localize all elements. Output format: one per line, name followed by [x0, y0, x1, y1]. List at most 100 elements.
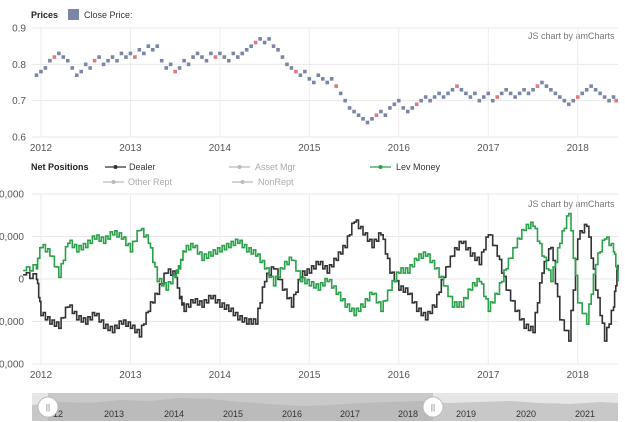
- asset-mgr-legend-dot: [237, 165, 242, 169]
- price-point: [473, 91, 477, 96]
- price-point: [329, 77, 334, 81]
- price-point: [39, 69, 43, 74]
- price-point: [97, 55, 101, 59]
- scrollbar-year-label: 2020: [516, 409, 536, 419]
- price-point: [79, 69, 84, 74]
- price-point: [334, 84, 338, 88]
- scrollbar-year-label: 12: [53, 409, 63, 419]
- close-price-legend-label[interactable]: Close Price:: [84, 10, 133, 20]
- price-point: [405, 109, 410, 114]
- price-point: [432, 95, 437, 99]
- scrollbar-labels: 12 2013 2014 2015 2016 2017 2018 2019 2020 2021: [53, 409, 595, 419]
- scrollbar-left-handle[interactable]: ||: [37, 396, 59, 418]
- price-point: [150, 48, 155, 52]
- price-point: [423, 95, 428, 99]
- price-point: [146, 44, 151, 48]
- price-point: [607, 98, 611, 103]
- positions-y-tick: 0,000: [0, 360, 24, 371]
- price-point: [142, 51, 146, 56]
- price-point: [531, 87, 535, 92]
- price-point: [303, 69, 307, 74]
- positions-y-axis: 0,000 20,000 0 0,000 0,000: [0, 190, 24, 371]
- nonrept-legend-dot: [240, 180, 245, 184]
- price-point: [92, 58, 97, 63]
- prices-points: [34, 37, 619, 125]
- price-point: [347, 106, 352, 110]
- price-point: [374, 113, 379, 117]
- scrollbar-selection[interactable]: [48, 393, 433, 421]
- lev-money-legend-label: Lev Money: [396, 162, 441, 172]
- price-point: [258, 37, 262, 41]
- price-point: [231, 51, 236, 56]
- other-rept-legend-dot: [111, 180, 116, 184]
- scrollbar[interactable]: 12 2013 2014 2015 2016 2017 2018 2019 2020 2021 |…: [32, 393, 618, 421]
- prices-x-tick: 2017: [477, 143, 500, 154]
- price-point: [486, 91, 491, 96]
- prices-panel: Prices Close Price: JS chart by amCharts…: [12, 9, 619, 154]
- positions-x-tick: 2012: [30, 370, 53, 381]
- price-point: [110, 55, 115, 59]
- price-point: [222, 55, 227, 59]
- price-point: [589, 84, 593, 88]
- positions-x-tick: 2016: [388, 370, 411, 381]
- price-point: [280, 55, 285, 59]
- price-point: [614, 98, 619, 103]
- legend-lev-money[interactable]: Lev Money: [370, 162, 441, 172]
- price-point: [204, 58, 209, 63]
- price-point: [562, 98, 567, 103]
- positions-x-tick: 2014: [209, 370, 232, 381]
- price-point: [540, 80, 544, 85]
- prices-y-tick: 0.7: [12, 96, 26, 107]
- price-point: [598, 91, 602, 96]
- positions-y-tick: 0: [18, 275, 24, 286]
- price-point: [289, 66, 294, 70]
- legend-dealer[interactable]: Dealer: [105, 162, 156, 172]
- price-point: [316, 73, 321, 78]
- price-point: [499, 91, 504, 96]
- legend-nonrept[interactable]: NonRept: [232, 177, 294, 187]
- price-point: [602, 95, 607, 99]
- price-point: [34, 73, 39, 78]
- price-point: [101, 62, 106, 67]
- price-point: [168, 62, 173, 67]
- price-point: [535, 84, 540, 88]
- asset-mgr-legend-label: Asset Mgr: [255, 162, 296, 172]
- price-point: [294, 69, 298, 74]
- price-point: [320, 77, 325, 81]
- positions-x-tick: 2018: [567, 370, 590, 381]
- price-point: [566, 102, 571, 107]
- price-point: [128, 51, 133, 56]
- legend-asset-mgr[interactable]: Asset Mgr: [229, 162, 296, 172]
- price-point: [209, 51, 213, 56]
- price-point: [119, 51, 124, 56]
- prices-x-tick: 2013: [119, 143, 142, 154]
- price-point: [414, 102, 419, 107]
- positions-x-axis: 2012 2013 2014 2015 2016 2017 2018: [30, 370, 589, 381]
- price-point: [464, 91, 468, 96]
- price-point: [173, 69, 177, 74]
- prices-y-tick: 0.8: [12, 60, 26, 71]
- prices-y-tick: 0.9: [12, 24, 26, 35]
- price-point: [611, 95, 616, 99]
- price-point: [571, 98, 576, 103]
- price-point: [244, 48, 249, 52]
- price-point: [186, 62, 191, 67]
- close-price-legend-swatch[interactable]: [68, 9, 79, 20]
- price-point: [526, 91, 531, 96]
- dealer-legend-label: Dealer: [129, 162, 156, 172]
- prices-title: Prices: [31, 10, 58, 20]
- right-handle-grip: ||: [431, 403, 435, 412]
- scrollbar-year-label: 2014: [164, 409, 184, 419]
- price-point: [517, 91, 522, 96]
- scrollbar-year-label: 2019: [456, 409, 476, 419]
- positions-x-tick: 2013: [119, 370, 142, 381]
- lev-money-series-line: [23, 212, 619, 325]
- legend-other-rept[interactable]: Other Rept: [103, 177, 173, 187]
- prices-x-axis: 2012 2013 2014 2015 2016 2017 2018: [30, 143, 589, 154]
- positions-y-tick: 20,000: [0, 232, 24, 243]
- positions-panel: Net Positions Dealer Asset Mgr Lev Money…: [0, 162, 619, 381]
- price-point: [83, 62, 88, 67]
- price-point: [446, 91, 450, 96]
- price-point: [240, 51, 245, 56]
- scrollbar-right-handle[interactable]: ||: [422, 396, 444, 418]
